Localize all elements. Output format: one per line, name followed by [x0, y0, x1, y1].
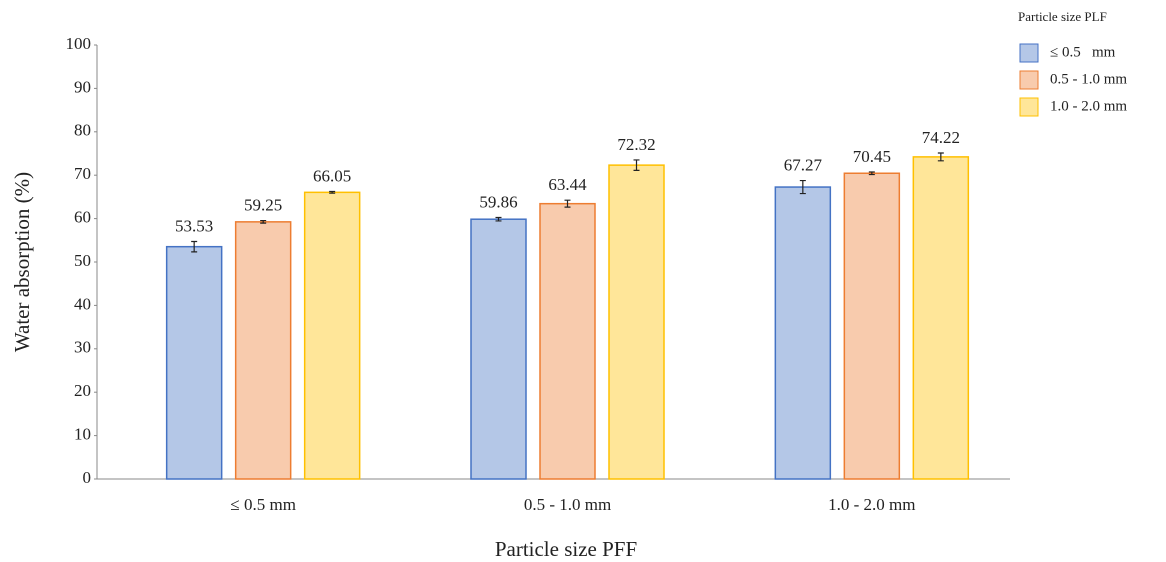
bar: [608, 164, 665, 480]
y-tick-label: 50: [74, 251, 91, 270]
x-tick-label: 1.0 - 2.0 mm: [828, 495, 915, 514]
value-label: 74.22: [922, 128, 960, 147]
error-bar: [191, 240, 198, 253]
error-bar: [937, 152, 944, 162]
error-bar: [868, 171, 875, 176]
legend-title: Particle size PLF: [1018, 9, 1107, 24]
value-label: 59.86: [479, 192, 517, 211]
value-label: 63.44: [548, 175, 587, 194]
value-label: 53.53: [175, 216, 213, 235]
y-tick-label: 80: [74, 121, 91, 140]
x-tick-label: 0.5 - 1.0 mm: [524, 495, 611, 514]
bar: [539, 202, 596, 480]
legend-swatch: [1019, 97, 1039, 117]
bar: [912, 156, 970, 480]
bar: [774, 186, 832, 480]
y-tick-label: 90: [74, 77, 91, 96]
y-tick-label: 10: [74, 425, 91, 444]
x-axis-label: Particle size PFF: [495, 537, 637, 561]
error-bar: [633, 159, 640, 171]
y-tick-label: 0: [83, 468, 92, 487]
y-tick-label: 30: [74, 338, 91, 357]
error-bar: [799, 179, 806, 195]
value-label: 59.25: [244, 195, 282, 214]
legend-swatch: [1019, 43, 1039, 63]
value-label: 70.45: [853, 147, 891, 166]
legend-label: 1.0 - 2.0 mm: [1050, 98, 1127, 114]
y-tick-label: 40: [74, 294, 91, 313]
y-tick-label: 60: [74, 208, 91, 227]
bar: [470, 218, 527, 480]
error-bar: [564, 199, 571, 208]
error-bar: [495, 216, 502, 222]
x-tick-label: ≤ 0.5 mm: [230, 495, 296, 514]
bar: [165, 245, 223, 480]
legend-label: 0.5 - 1.0 mm: [1050, 71, 1127, 87]
value-label: 66.05: [313, 166, 351, 185]
bar: [303, 191, 361, 480]
bar: [234, 221, 292, 480]
y-tick-label: 100: [66, 34, 92, 53]
y-tick-label: 70: [74, 164, 91, 183]
y-axis-label: Water absorption (%): [10, 172, 34, 352]
legend-swatch: [1019, 70, 1039, 90]
error-bar: [260, 219, 267, 224]
y-tick-label: 20: [74, 381, 91, 400]
bar: [843, 172, 901, 480]
value-label: 67.27: [784, 155, 823, 174]
error-bar: [329, 190, 336, 194]
legend-label: ≤ 0.5 mm: [1050, 44, 1116, 60]
value-label: 72.32: [617, 135, 655, 154]
